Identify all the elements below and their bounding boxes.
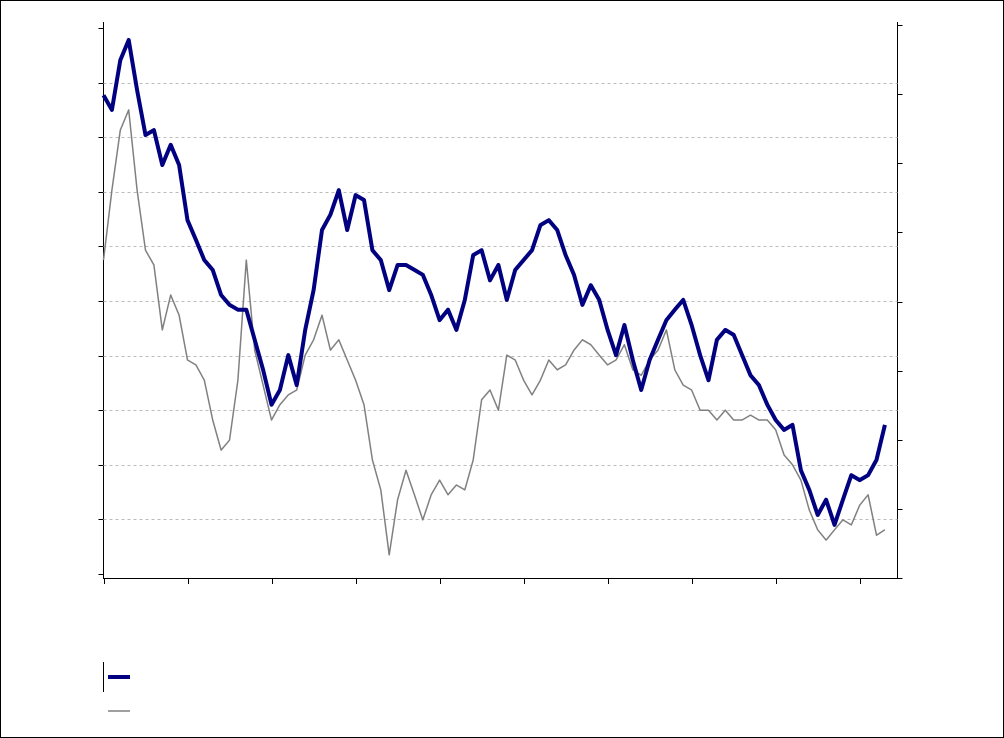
series-line [101,38,887,527]
series-line [102,109,886,556]
